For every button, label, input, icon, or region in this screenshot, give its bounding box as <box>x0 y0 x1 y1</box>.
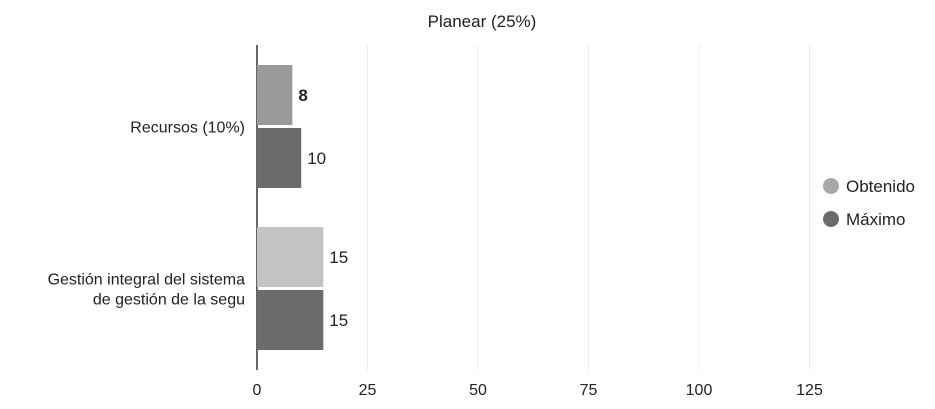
bar <box>257 128 302 188</box>
x-tick-label: 0 <box>253 382 262 399</box>
bar-value-label: 15 <box>329 311 348 330</box>
bar <box>257 227 324 287</box>
bar-value-label: 15 <box>329 248 348 267</box>
x-tick-labels: 0 25 50 75 100 125 <box>253 382 823 399</box>
category-labels: Recursos (10%) Gestión integral del siste… <box>48 120 246 309</box>
legend-marker <box>823 211 839 227</box>
legend: Obtenido Máximo <box>823 177 915 229</box>
x-tick-label: 100 <box>686 382 713 399</box>
x-tick-label: 50 <box>469 382 487 399</box>
bar-value-label: 10 <box>307 149 326 168</box>
legend-item: Obtenido <box>823 177 915 196</box>
category-label: de gestión de la segu <box>93 292 245 309</box>
x-tick-label: 25 <box>359 382 377 399</box>
chart-title: Planear (25%) <box>428 12 537 31</box>
category-label: Recursos (10%) <box>130 120 245 137</box>
data-labels: 8 10 15 15 <box>298 86 348 330</box>
legend-label: Obtenido <box>846 177 915 196</box>
category-label: Gestión integral del sistema <box>48 272 246 289</box>
bar-value-label: 8 <box>298 86 307 105</box>
x-tick-label: 125 <box>796 382 823 399</box>
legend-item: Máximo <box>823 210 906 229</box>
legend-marker <box>823 178 839 194</box>
bar <box>257 65 293 125</box>
bar <box>257 290 324 350</box>
bars <box>257 65 324 350</box>
legend-label: Máximo <box>846 210 906 229</box>
x-tick-label: 75 <box>580 382 598 399</box>
